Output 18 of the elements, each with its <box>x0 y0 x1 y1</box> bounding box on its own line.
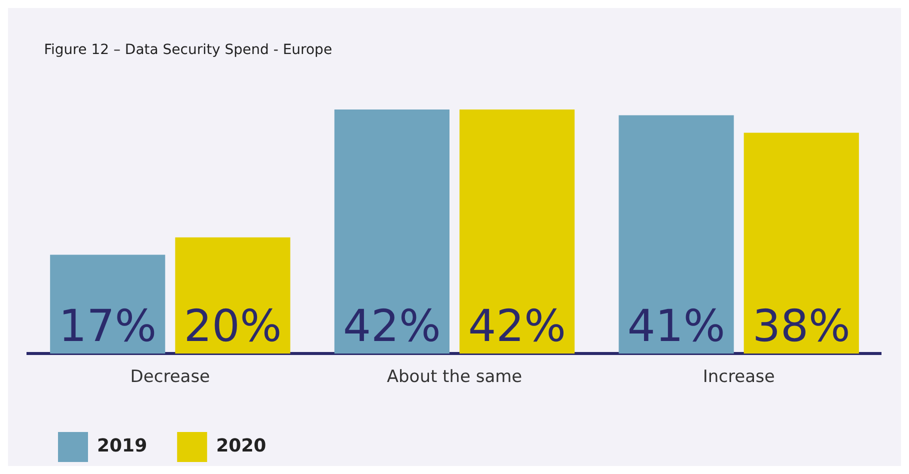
bar <box>334 109 450 354</box>
legend-label: 2019 <box>97 436 148 457</box>
legend-label: 2020 <box>216 436 266 457</box>
data-label: 20% <box>184 301 282 352</box>
x-tick-label: Increase <box>702 367 775 388</box>
data-label: 41% <box>627 301 726 352</box>
chart-title: Figure 12 – Data Security Spend - Europe <box>43 41 334 60</box>
data-label: 42% <box>343 301 441 352</box>
bar <box>50 254 166 354</box>
bar <box>744 132 859 354</box>
data-label: 17% <box>58 301 157 352</box>
data-label: 38% <box>752 301 850 352</box>
bar <box>460 109 575 354</box>
data-label: 42% <box>468 301 566 352</box>
bar <box>618 115 734 354</box>
x-tick-label: About the same <box>386 367 522 388</box>
x-tick-label: Decrease <box>130 367 210 388</box>
bar <box>175 237 290 354</box>
